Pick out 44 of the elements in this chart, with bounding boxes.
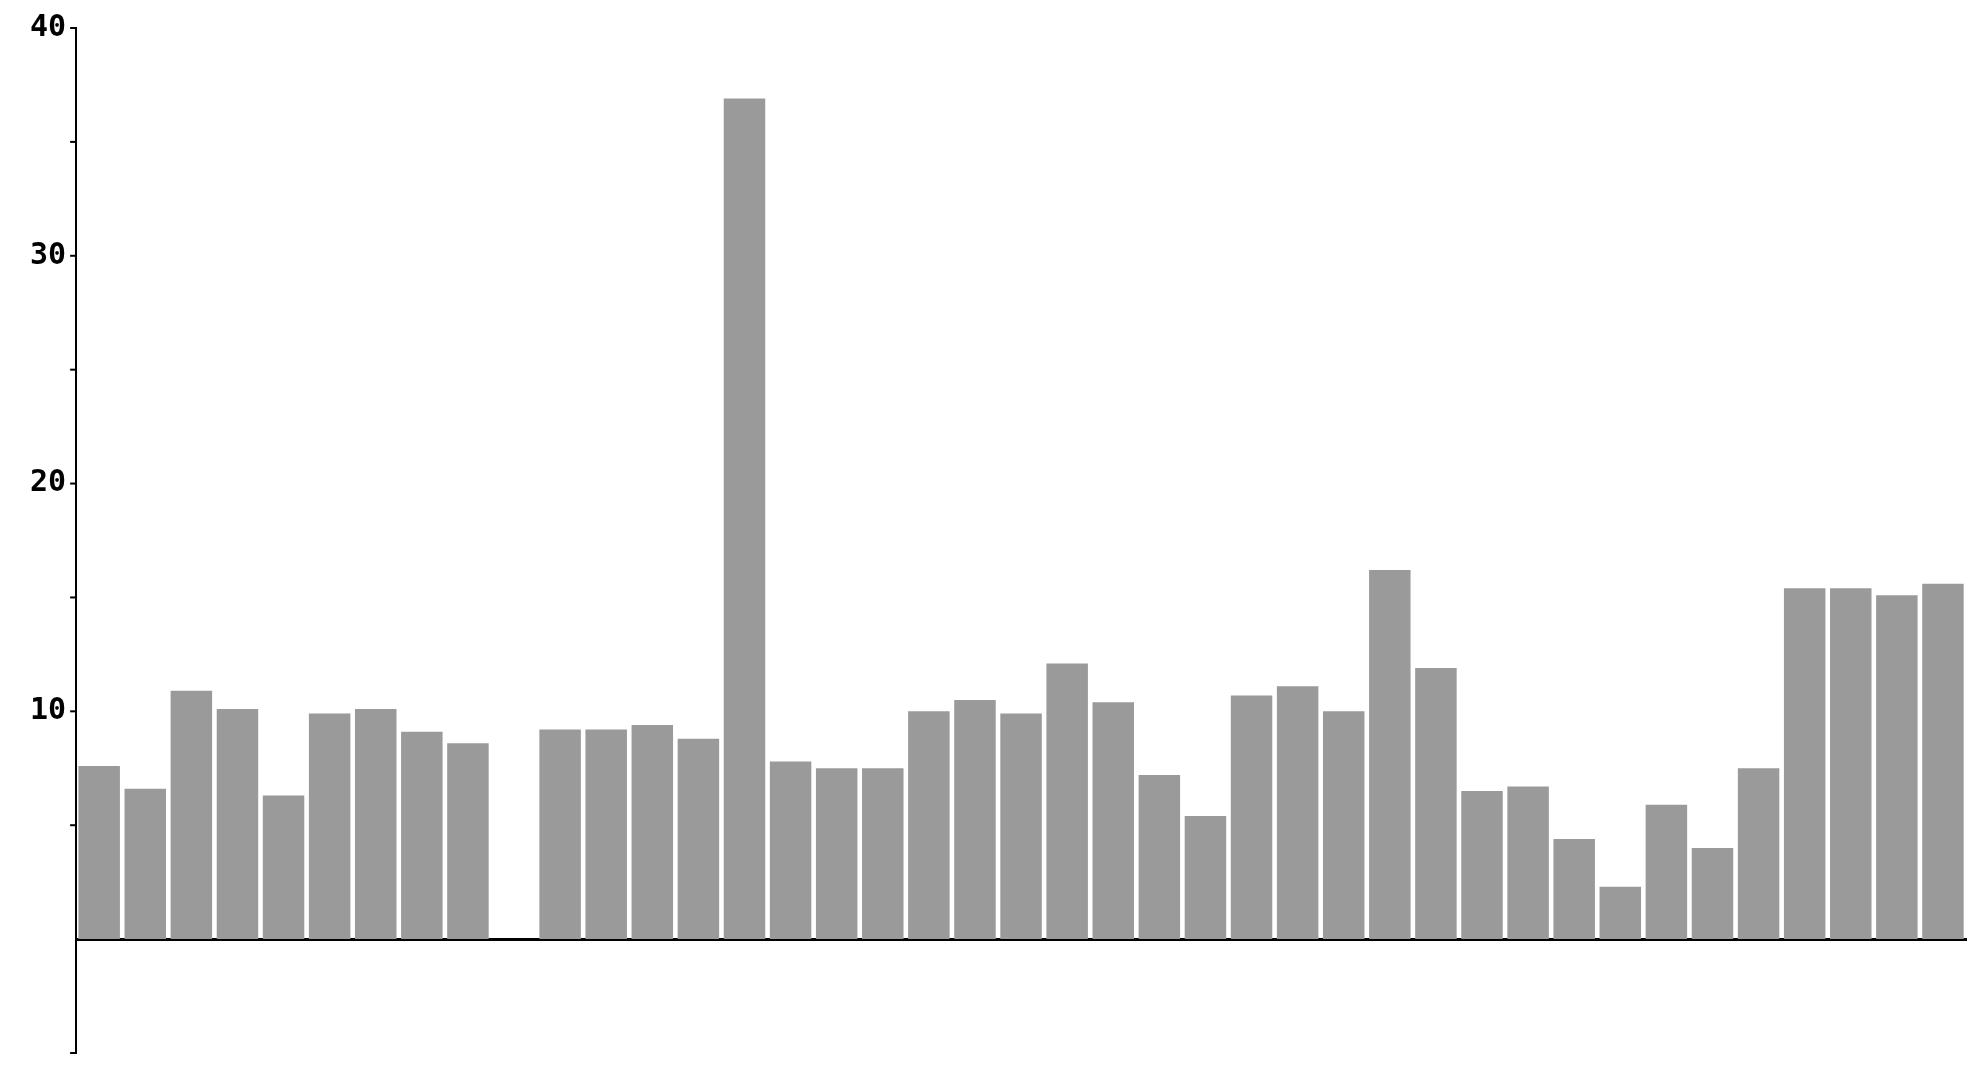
bar (908, 711, 950, 940)
bar (308, 713, 351, 940)
y-tick-label: 10 (30, 691, 67, 727)
bar (1046, 663, 1088, 940)
bar (1783, 588, 1826, 940)
bar (1322, 711, 1365, 940)
bar (585, 729, 627, 940)
bar (1691, 848, 1734, 940)
bar (1138, 775, 1181, 940)
bar (631, 725, 674, 940)
bar (1553, 838, 1595, 940)
bar (1415, 668, 1457, 940)
bar (1737, 768, 1780, 940)
bar (723, 98, 766, 940)
bar (1645, 804, 1688, 940)
bar (815, 768, 858, 940)
bar (1230, 695, 1273, 940)
bar (862, 768, 904, 940)
bar (1000, 713, 1042, 940)
bar (1369, 570, 1411, 940)
bar (1830, 588, 1872, 940)
bar (954, 699, 996, 940)
bar (401, 731, 443, 940)
bar (1184, 816, 1227, 940)
y-tick-label: 20 (30, 463, 67, 499)
y-tick-label: 40 (30, 7, 67, 43)
bar (1876, 595, 1918, 940)
bar (1599, 886, 1642, 940)
bar (170, 690, 213, 940)
y-tick-label: 30 (30, 235, 67, 271)
bar (1922, 583, 1964, 940)
bar (216, 709, 259, 940)
bar (539, 729, 581, 940)
bar (1461, 791, 1503, 940)
bar (1092, 702, 1134, 940)
bar (447, 743, 489, 940)
bar (677, 738, 720, 940)
bar (1507, 786, 1549, 940)
bar (78, 766, 120, 940)
bar (355, 709, 397, 940)
bar (262, 795, 305, 940)
bar (124, 788, 167, 940)
bar (1276, 686, 1319, 940)
bar (769, 761, 812, 940)
